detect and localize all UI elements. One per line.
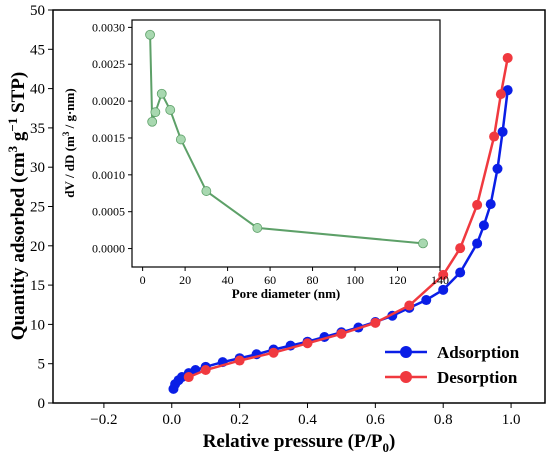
adsorption-point — [455, 267, 466, 278]
adsorption-point — [478, 220, 489, 231]
inset-y-tick-label: 0.0000 — [92, 242, 125, 256]
adsorption-point — [492, 163, 503, 174]
legend-desorption-marker — [400, 371, 412, 383]
legend-adsorption-label: Adsorption — [437, 343, 520, 362]
pore-distribution-point — [145, 29, 155, 40]
main-y-tick-label: 20 — [30, 239, 45, 255]
inset-y-axis-title: dV / dD (m3 / g·nm) — [61, 88, 77, 197]
inset-y-tick-label: 0.0010 — [92, 168, 125, 182]
main-y-tick-label: 25 — [30, 200, 45, 216]
inset-x-tick-label: 40 — [222, 273, 234, 287]
main-x-axis-title: Relative pressure (P/P0) — [203, 431, 396, 455]
inset-y-tick-label: 0.0020 — [92, 94, 125, 108]
main-x-tick-label: 0.6 — [366, 412, 385, 428]
pore-distribution-point — [175, 134, 186, 145]
desorption-point — [455, 243, 466, 254]
pore-distribution-point — [418, 238, 428, 249]
desorption-point — [489, 131, 500, 142]
inset-x-tick-label: 140 — [431, 273, 449, 287]
desorption-point — [234, 355, 245, 366]
inset-y-tick-label: 0.0005 — [92, 205, 125, 219]
pore-distribution-point — [165, 105, 176, 115]
inset-x-tick-label: 20 — [179, 273, 191, 287]
desorption-point — [268, 347, 279, 358]
main-y-tick-label: 35 — [30, 121, 45, 137]
inset-axis-ticks: 0 20 40 60 80 100 120 140 0.0000 0.0005 0.0010 0.00… — [92, 20, 449, 287]
main-y-tick-label: 0 — [38, 396, 46, 412]
main-x-tick-label: 0.8 — [434, 412, 453, 428]
pore-distribution-point — [150, 107, 161, 118]
inset-chart: 0 20 40 60 80 100 120 140 0.0000 0.0005 0.0010 0.00… — [61, 19, 449, 301]
main-y-tick-label: 40 — [30, 82, 45, 98]
main-y-tick-label: 5 — [38, 357, 46, 373]
desorption-point — [302, 338, 313, 349]
inset-x-tick-label: 0 — [140, 273, 146, 287]
main-x-tick-label: 0.4 — [298, 412, 317, 428]
main-y-tick-label: 30 — [30, 160, 45, 176]
adsorption-point — [497, 126, 508, 137]
main-y-tick-label: 50 — [30, 3, 45, 19]
main-x-tick-label: 1.0 — [502, 412, 521, 428]
inset-plot-series — [145, 29, 428, 249]
desorption-point — [472, 199, 483, 210]
inset-x-tick-label: 120 — [389, 273, 407, 287]
pore-distribution-point — [156, 88, 167, 99]
main-axis-ticks: −0.2 0.0 0.2 0.4 0.6 0.8 1.0 0 5 10 15 20 25 30 35 40 45… — [30, 3, 520, 428]
main-y-tick-label: 45 — [30, 42, 45, 58]
inset-x-tick-label: 80 — [307, 273, 319, 287]
adsorption-point — [421, 295, 432, 306]
desorption-point — [336, 328, 347, 339]
main-plot-series — [168, 52, 513, 394]
adsorption-point — [438, 284, 449, 295]
legend-item-adsorption: Adsorption — [385, 343, 520, 362]
main-y-tick-label: 15 — [30, 278, 45, 294]
inset-y-tick-label: 0.0030 — [92, 20, 125, 34]
desorption-point — [183, 372, 194, 383]
pore-distribution-point — [201, 186, 212, 196]
desorption-point — [502, 52, 513, 63]
desorption-point — [404, 300, 415, 311]
desorption-point — [370, 317, 381, 328]
adsorption-point — [472, 238, 483, 249]
main-x-tick-label: 0.0 — [162, 412, 181, 428]
desorption-point — [495, 89, 506, 100]
desorption-point — [438, 269, 449, 280]
legend-item-desorption: Desorption — [385, 368, 518, 387]
main-x-tick-label: −0.2 — [90, 412, 117, 428]
inset-x-tick-label: 100 — [346, 273, 364, 287]
inset-x-axis-title: Pore diameter (nm) — [232, 286, 341, 301]
legend-adsorption-marker — [400, 346, 412, 358]
pore-distribution-point — [147, 116, 158, 127]
inset-y-tick-label: 0.0015 — [92, 131, 125, 145]
main-y-axis-title: Quantity adsorbed (cm3 g−1 STP) — [5, 72, 29, 341]
inset-y-tick-label: 0.0025 — [92, 57, 125, 71]
main-y-tick-label: 10 — [30, 317, 45, 333]
pore-distribution-point — [252, 223, 263, 233]
desorption-point — [200, 364, 211, 375]
legend: Adsorption Desorption — [385, 343, 520, 387]
legend-desorption-label: Desorption — [437, 368, 518, 387]
main-x-tick-label: 0.2 — [230, 412, 249, 428]
desorption-line — [188, 57, 509, 379]
adsorption-point — [485, 199, 496, 210]
inset-x-tick-label: 60 — [264, 273, 276, 287]
